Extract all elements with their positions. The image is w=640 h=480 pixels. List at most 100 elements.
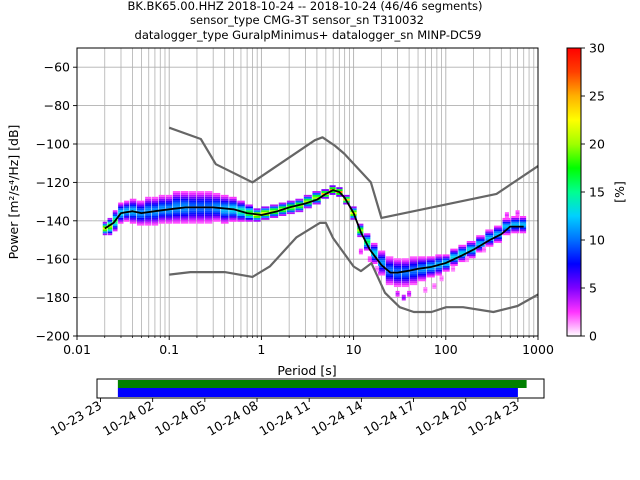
density-cell (212, 196, 221, 199)
density-cell (229, 200, 237, 203)
density-cell (107, 227, 113, 230)
timeline-data-bar (117, 380, 527, 388)
density-cell (118, 214, 124, 216)
density-cell (502, 221, 511, 224)
density-cell (196, 210, 205, 213)
density-cell (450, 248, 458, 251)
density-cell (212, 192, 221, 195)
density-cell (409, 273, 418, 276)
y-tick-label: −100 (36, 137, 70, 152)
density-cell (196, 214, 205, 216)
density-cell (172, 217, 181, 220)
density-cell (145, 216, 152, 218)
density-cell (237, 214, 245, 216)
density-cell (189, 196, 197, 199)
density-cell (378, 258, 386, 261)
density-cell (350, 217, 357, 220)
density-cell (511, 219, 520, 222)
density-cell (172, 210, 181, 213)
timeline-tick-label: 10-24 08 (204, 398, 260, 439)
colorbar-tick-label: 0 (589, 329, 597, 344)
density-cell (180, 208, 189, 211)
density-cell (442, 254, 450, 257)
density-cell (196, 216, 205, 218)
y-tick-label: −80 (44, 98, 70, 113)
density-cell (165, 221, 173, 224)
density-cell (204, 204, 213, 207)
density-cell (136, 221, 145, 224)
density-cell (357, 235, 364, 238)
density-cell (303, 196, 312, 199)
density-cell (393, 283, 402, 286)
density-cell (145, 214, 152, 216)
density-cell (151, 206, 159, 209)
density-cell (245, 214, 253, 216)
density-cell (204, 192, 213, 195)
density-cell (278, 204, 287, 207)
timeline-tick-label: 10-23 23 (48, 398, 104, 439)
density-cell (158, 210, 166, 213)
density-cell (189, 200, 197, 203)
outlier-cell (395, 290, 400, 293)
density-cell (409, 258, 418, 261)
density-cell (401, 285, 410, 288)
density-cell (245, 219, 253, 222)
density-cell (158, 198, 166, 201)
density-cell (245, 206, 253, 209)
density-cell (270, 206, 279, 209)
density-cell (435, 273, 442, 276)
density-cell (172, 191, 181, 193)
outlier-cell (395, 294, 400, 297)
density-cell (124, 206, 130, 209)
density-cell (151, 212, 159, 215)
density-cell (378, 262, 386, 264)
density-cell (409, 256, 418, 259)
density-cell (180, 196, 189, 199)
density-cell (220, 204, 229, 207)
density-cell (312, 200, 321, 203)
density-cell (196, 191, 205, 193)
density-cell (158, 208, 166, 211)
x-tick-label: 10 (346, 342, 362, 357)
density-cell (502, 219, 511, 222)
density-cell (229, 206, 237, 209)
density-cell (196, 221, 205, 224)
density-cell (102, 223, 107, 226)
density-cell (124, 200, 130, 203)
density-cell (102, 225, 107, 228)
density-cell (417, 256, 427, 259)
density-cell (270, 214, 279, 216)
density-cell (336, 189, 343, 192)
density-cell (519, 229, 527, 232)
density-cell (312, 196, 321, 199)
density-cell (180, 219, 189, 222)
density-cell (435, 254, 442, 257)
density-cell (476, 239, 485, 241)
density-cell (295, 208, 304, 211)
density-cell (458, 250, 467, 253)
density-cell (401, 267, 410, 270)
timeline-bars (117, 380, 527, 397)
density-cell (129, 204, 137, 207)
density-cell (112, 229, 118, 232)
density-cell (245, 210, 253, 213)
density-cell (401, 275, 410, 278)
density-cell (212, 198, 221, 201)
density-cell (172, 196, 181, 199)
density-cell (261, 217, 270, 220)
outlier-cell (465, 256, 470, 259)
density-cell (261, 208, 270, 211)
density-cell (253, 217, 261, 220)
density-cell (336, 192, 343, 195)
outlier-cell (515, 214, 520, 216)
density-cell (172, 206, 181, 209)
density-cell (189, 194, 197, 197)
density-cell (295, 200, 304, 203)
density-cell (343, 202, 350, 205)
density-cell (165, 212, 173, 215)
density-cell (417, 277, 427, 280)
density-cell (136, 214, 145, 216)
density-cell (261, 216, 270, 218)
density-cell (229, 212, 237, 215)
density-cell (165, 216, 173, 218)
